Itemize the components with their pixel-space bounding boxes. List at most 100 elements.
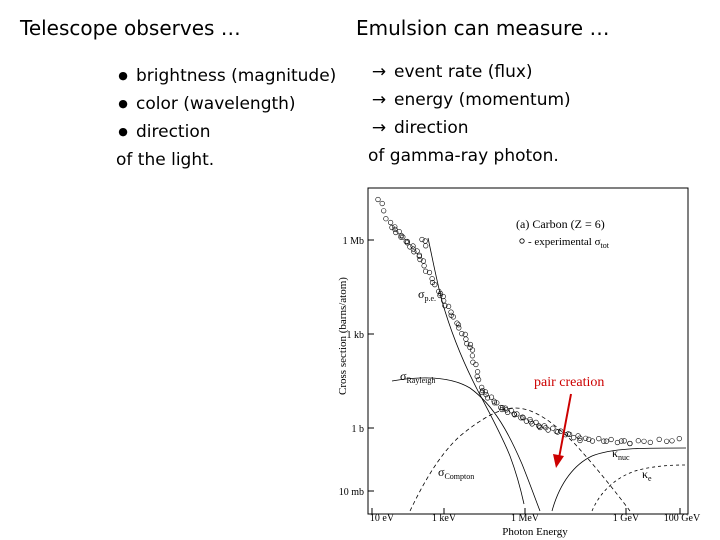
data-point	[508, 408, 515, 414]
data-point	[608, 436, 614, 443]
bullet-icon: ●	[118, 125, 128, 138]
arrow-right-icon: →	[371, 62, 387, 82]
arrow-right-icon: →	[371, 90, 387, 110]
legend-text: - experimental σtot	[528, 236, 610, 250]
data-point	[421, 263, 427, 269]
data-point	[455, 322, 462, 328]
data-point	[469, 347, 476, 353]
data-point	[440, 293, 446, 300]
telescope-observables-list: ● brightness (magnitude) ● color (waveleng…	[116, 62, 336, 174]
data-point	[392, 226, 398, 233]
data-point	[669, 438, 675, 444]
data-point	[656, 436, 662, 442]
data-point	[476, 377, 482, 383]
data-point	[448, 309, 454, 315]
emulsion-heading: Emulsion can measure …	[356, 16, 610, 40]
data-point	[459, 331, 465, 337]
arrow-right-icon: →	[371, 118, 387, 138]
y-tick-label: 1 kb	[347, 330, 365, 341]
data-point	[467, 341, 473, 348]
data-point	[479, 388, 486, 394]
list-footer: of the light.	[116, 150, 215, 170]
data-point	[488, 394, 495, 400]
list-item: → event rate (flux)	[368, 58, 571, 86]
data-point	[641, 438, 647, 444]
data-point	[417, 256, 423, 263]
data-point	[404, 238, 410, 245]
data-point	[419, 236, 425, 243]
data-point	[512, 412, 518, 418]
data-point	[469, 353, 475, 359]
data-point	[601, 438, 607, 444]
annotation-arrow-head	[553, 454, 564, 468]
data-point	[596, 436, 602, 442]
x-tick-label: 1 MeV	[511, 513, 540, 524]
data-point	[536, 423, 542, 429]
list-item: → direction	[368, 114, 571, 142]
data-point	[479, 389, 485, 396]
data-point	[392, 224, 398, 230]
data-point	[470, 359, 476, 365]
list-item: ● direction	[116, 118, 336, 146]
x-tick-label: 1 keV	[432, 513, 457, 524]
data-point	[545, 427, 551, 433]
y-tick-label: 1 Mb	[343, 236, 364, 247]
data-point	[393, 229, 399, 236]
data-point	[432, 281, 438, 288]
data-point	[437, 290, 444, 297]
data-point	[383, 216, 389, 222]
data-point	[577, 437, 583, 444]
data-point	[627, 440, 633, 447]
y-tick-marks	[368, 239, 374, 492]
data-point	[664, 438, 670, 444]
panel-title: (a) Carbon (Z = 6)	[516, 217, 605, 231]
e-label: κe	[642, 467, 652, 483]
x-tick-label: 1 GeV	[613, 513, 640, 524]
data-point	[464, 341, 470, 347]
data-point	[511, 411, 517, 417]
data-point	[437, 292, 443, 299]
plot-frame	[367, 187, 689, 515]
data-point	[618, 438, 625, 444]
compton-curve	[409, 407, 631, 512]
legend-marker	[519, 238, 525, 244]
compton-label: σCompton	[438, 465, 474, 481]
cross-section-figure: 1 Mb 1 kb 1 b 10 mb 10 eV 1 keV 1 MeV 1 …	[337, 187, 701, 538]
data-point	[410, 243, 416, 249]
photoelectric-curve	[427, 237, 525, 505]
bullet-icon: ●	[118, 69, 128, 82]
annotation-arrow-line	[558, 393, 572, 459]
data-point	[571, 435, 577, 441]
data-point	[494, 400, 500, 406]
data-point	[456, 325, 462, 331]
data-point	[398, 234, 404, 240]
data-point	[379, 200, 385, 207]
data-point	[463, 336, 469, 342]
data-point	[398, 232, 404, 239]
data-point	[404, 240, 410, 246]
data-point	[499, 405, 506, 411]
list-item: ● color (wavelength)	[116, 90, 336, 118]
data-point	[536, 423, 542, 429]
data-point	[676, 436, 682, 442]
bullet-icon: ●	[118, 97, 128, 110]
data-point	[375, 196, 381, 203]
data-point	[442, 302, 448, 309]
data-point	[475, 369, 481, 375]
data-point	[550, 425, 556, 431]
data-point	[527, 416, 533, 423]
data-point	[441, 298, 447, 304]
data-point	[503, 407, 509, 413]
x-tick-marks	[371, 508, 681, 514]
data-point	[422, 268, 429, 274]
y-tick-label: 1 b	[352, 424, 365, 435]
data-point	[485, 395, 491, 401]
data-point	[603, 438, 610, 444]
data-point	[389, 224, 395, 231]
list-item: ● brightness (magnitude)	[116, 62, 336, 90]
data-point	[381, 208, 387, 214]
data-point	[414, 248, 420, 254]
emulsion-measurables-list: → event rate (flux) → energy (momentum) → d…	[368, 58, 571, 170]
data-point	[411, 249, 417, 255]
pair-electron-curve	[591, 464, 687, 512]
